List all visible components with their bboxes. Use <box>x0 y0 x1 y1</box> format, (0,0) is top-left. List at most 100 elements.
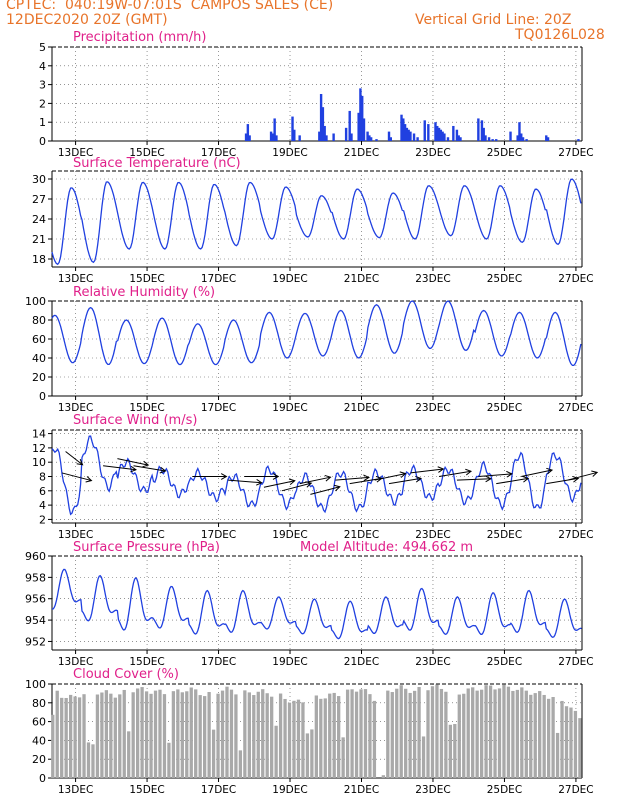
cloud-bar <box>435 684 439 778</box>
wind-arrow <box>281 482 312 492</box>
cloud-bar <box>444 691 448 778</box>
precip-bar <box>273 118 276 141</box>
cloud-bar <box>68 694 73 778</box>
temp-line <box>51 178 582 266</box>
wind-arrow-head <box>85 476 93 483</box>
wind-arrow-head <box>399 471 407 478</box>
precip-xtick-label: 23DEC <box>415 147 450 159</box>
pressure-xtick-label: 15DEC <box>129 656 164 668</box>
cloud-bar <box>287 702 292 778</box>
wind-arrow-head <box>546 467 554 475</box>
cloud-bar <box>207 692 211 778</box>
cloud-bar <box>153 690 158 778</box>
pressure-xtick-label: 21DEC <box>344 656 379 668</box>
cloud-bar <box>430 686 435 778</box>
cloud-title: Cloud Cover (%) <box>73 667 179 682</box>
cloud-xtick-label: 17DEC <box>201 784 236 796</box>
precip-bar <box>452 125 455 141</box>
cloud-bar <box>185 691 189 778</box>
temp-xtick-label: 19DEC <box>272 273 307 285</box>
wind-xtick-label: 19DEC <box>272 529 307 541</box>
temp-xtick-label: 17DEC <box>201 273 236 285</box>
humidity-xtick-label: 17DEC <box>201 402 236 414</box>
cloud-bar <box>533 693 537 778</box>
cloud-bar <box>229 689 234 778</box>
cloud-bar <box>73 696 77 778</box>
pressure-ytick-label: 952 <box>25 635 46 648</box>
cloud-bar <box>292 700 296 778</box>
cloud-bar <box>278 693 283 778</box>
cloud-xtick-label: 25DEC <box>487 784 522 796</box>
cloud-bar <box>542 694 546 778</box>
cloud-bar <box>408 692 412 778</box>
wind-arrow <box>133 465 166 472</box>
cloud-ytick-label: 20 <box>32 753 46 766</box>
precip-bar <box>402 118 405 141</box>
pressure-xtick-label: 13DEC <box>58 656 93 668</box>
cloud-bar <box>180 692 184 778</box>
cloud-ytick-label: 100 <box>25 678 46 691</box>
precip-bar <box>457 135 460 141</box>
cloud-xtick-label: 19DEC <box>272 784 307 796</box>
humidity-xtick-label: 15DEC <box>129 402 164 414</box>
cloud-bar <box>341 737 345 778</box>
cloud-bar <box>162 694 167 778</box>
precip-bar <box>521 137 525 141</box>
cloud-bar <box>203 696 207 778</box>
precip-bar <box>291 116 294 141</box>
cloud-bar <box>144 691 149 778</box>
cloud-bar <box>448 724 453 778</box>
precip-bar <box>409 131 412 141</box>
precip-bar <box>319 94 323 141</box>
wind-arrow <box>374 473 406 481</box>
cloud-bar <box>220 690 225 778</box>
wind-arrow-head <box>437 466 445 473</box>
header-datetime: 12DEC2020 20Z (GMT) <box>6 12 168 28</box>
humidity-ytick-label: 0 <box>39 390 46 403</box>
cloud-bar <box>345 689 350 778</box>
precip-ytick-label: 0 <box>39 135 46 148</box>
cloud-bar <box>95 694 100 778</box>
humidity-ytick-label: 80 <box>32 314 46 327</box>
temp-xtick-label: 21DEC <box>344 273 379 285</box>
header-run-code: TQ0126L028 <box>515 27 605 43</box>
wind-arrow-head <box>272 473 280 480</box>
cloud-bar <box>475 690 479 778</box>
cloud-bar <box>390 692 394 778</box>
cloud-bar <box>354 691 359 778</box>
wind-arrow-head <box>255 479 263 486</box>
cloud-bar <box>493 689 497 778</box>
temp-ytick-label: 21 <box>32 233 46 246</box>
cloud-bar <box>412 690 417 778</box>
wind-arrow <box>438 470 472 477</box>
pressure-xtick-label: 23DEC <box>415 656 450 668</box>
humidity-xtick-label: 19DEC <box>272 402 307 414</box>
wind-arrow-head <box>591 470 599 477</box>
precip-bar <box>439 129 443 141</box>
precip-bar <box>400 114 403 141</box>
wind-xtick-label: 13DEC <box>58 529 93 541</box>
cloud-bar <box>225 686 229 778</box>
humidity-xtick-label: 25DEC <box>487 402 522 414</box>
wind-arrow-head <box>333 484 341 492</box>
header-station: CPTEC: 040:19W-07:01S CAMPOS SALES (CE) <box>6 0 334 13</box>
precip-bar <box>437 127 441 141</box>
cloud-bar <box>265 693 269 778</box>
cloud-bar <box>323 698 327 778</box>
wind-arrow-head <box>130 465 137 473</box>
precip-xtick-label: 27DEC <box>558 147 593 159</box>
precip-bar <box>366 131 369 141</box>
precip-bar <box>325 135 328 141</box>
cloud-bar <box>515 689 520 778</box>
precip-bar <box>577 139 580 141</box>
cloud-bar <box>149 693 153 778</box>
cloud-bar <box>479 689 484 778</box>
cloud-bar <box>546 698 551 778</box>
precip-bar <box>477 118 480 141</box>
precip-xtick-label: 21DEC <box>344 147 379 159</box>
precip-bar <box>321 107 325 141</box>
cloud-bar <box>569 707 573 778</box>
precip-bar <box>293 129 296 141</box>
precip-bar <box>546 137 550 141</box>
